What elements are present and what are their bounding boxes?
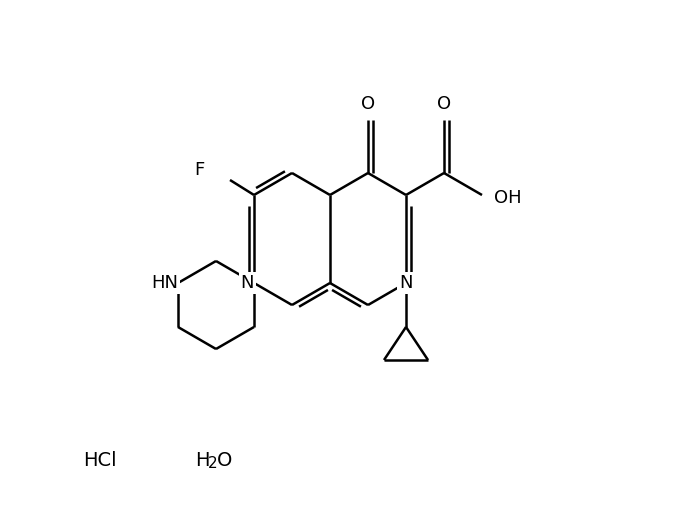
Text: O: O [437, 95, 451, 113]
Text: N: N [241, 274, 254, 292]
Text: OH: OH [494, 189, 521, 207]
Text: N: N [400, 274, 413, 292]
Text: F: F [193, 161, 204, 179]
Text: O: O [361, 95, 375, 113]
Text: HCl: HCl [84, 450, 117, 470]
Text: O: O [217, 450, 232, 470]
Text: H: H [195, 450, 209, 470]
Text: HN: HN [151, 274, 178, 292]
Text: 2: 2 [208, 456, 218, 471]
